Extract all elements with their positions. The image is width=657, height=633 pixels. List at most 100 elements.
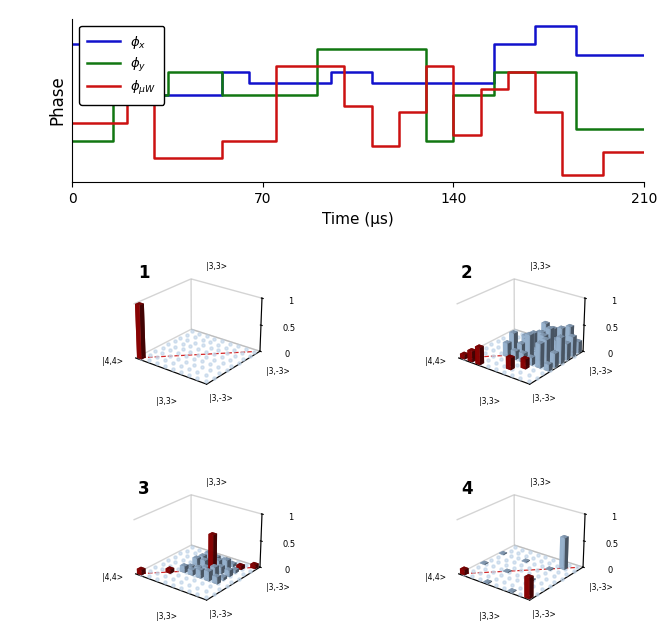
Line: $\phi_x$: $\phi_x$	[72, 27, 644, 95]
Line: $\phi_{\mu W}$: $\phi_{\mu W}$	[72, 66, 644, 175]
$\phi_y$	[68, 137, 76, 144]
$\phi_{\mu W}$	[177, 154, 185, 161]
$\phi_{\mu W}$	[123, 91, 131, 99]
$\phi_y$	[490, 91, 498, 99]
$\phi_y$	[422, 137, 430, 144]
$\phi_y$	[449, 91, 457, 99]
$\phi_{\mu W}$	[599, 148, 607, 156]
$\phi_{\mu W}$	[368, 103, 376, 110]
$\phi_y$	[572, 68, 579, 76]
$\phi_y$	[259, 91, 267, 99]
$\phi_x$	[150, 91, 158, 99]
Text: |3,3>: |3,3>	[156, 397, 177, 406]
$\phi_y$	[164, 68, 171, 76]
Text: 2: 2	[461, 265, 473, 282]
$\phi_{\mu W}$	[218, 154, 226, 161]
$\phi_{\mu W}$	[476, 131, 484, 139]
X-axis label: Time (μs): Time (μs)	[322, 211, 394, 227]
$\phi_{\mu W}$	[177, 154, 185, 161]
Line: $\phi_y$: $\phi_y$	[72, 49, 644, 141]
$\phi_x$	[572, 23, 579, 30]
$\phi_{\mu W}$	[95, 120, 103, 127]
$\phi_y$	[531, 68, 539, 76]
$\phi_x$	[368, 68, 376, 76]
Text: |3,3>: |3,3>	[530, 262, 551, 271]
$\phi_y$	[531, 68, 539, 76]
$\phi_y$	[640, 125, 648, 133]
$\phi_{\mu W}$	[313, 63, 321, 70]
$\phi_x$	[109, 40, 117, 47]
Text: |3,-3>: |3,-3>	[532, 610, 556, 618]
$\phi_x$	[531, 23, 539, 30]
$\phi_{\mu W}$	[395, 108, 403, 116]
$\phi_{\mu W}$	[640, 148, 648, 156]
Legend: $\phi_x$, $\phi_y$, $\phi_{\mu W}$: $\phi_x$, $\phi_y$, $\phi_{\mu W}$	[79, 25, 164, 105]
$\phi_x$	[68, 40, 76, 47]
$\phi_{\mu W}$	[340, 103, 348, 110]
$\phi_{\mu W}$	[95, 120, 103, 127]
$\phi_{\mu W}$	[368, 142, 376, 150]
$\phi_{\mu W}$	[150, 154, 158, 161]
$\phi_{\mu W}$	[245, 137, 253, 144]
$\phi_{\mu W}$	[150, 91, 158, 99]
$\phi_{\mu W}$	[558, 108, 566, 116]
$\phi_y$	[259, 91, 267, 99]
Text: |3,-3>: |3,-3>	[209, 610, 233, 618]
$\phi_{\mu W}$	[504, 85, 512, 93]
$\phi_{\mu W}$	[558, 171, 566, 179]
$\phi_x$	[531, 40, 539, 47]
$\phi_y$	[109, 91, 117, 99]
$\phi_x$	[327, 80, 335, 87]
$\phi_y$	[218, 68, 226, 76]
Text: |4,4>: |4,4>	[102, 573, 123, 582]
Text: |4,4>: |4,4>	[102, 357, 123, 366]
Text: |3,-3>: |3,-3>	[266, 582, 290, 591]
$\phi_y$	[313, 91, 321, 99]
$\phi_y$	[109, 137, 117, 144]
Text: |3,3>: |3,3>	[530, 478, 551, 487]
Text: |3,3>: |3,3>	[156, 613, 177, 622]
$\phi_{\mu W}$	[245, 137, 253, 144]
$\phi_y$	[490, 68, 498, 76]
$\phi_{\mu W}$	[422, 108, 430, 116]
$\phi_x$	[572, 51, 579, 59]
$\phi_{\mu W}$	[531, 68, 539, 76]
Y-axis label: Phase: Phase	[49, 76, 67, 125]
Text: 1: 1	[138, 265, 150, 282]
Text: |3,3>: |3,3>	[479, 397, 500, 406]
Text: |4,4>: |4,4>	[425, 573, 446, 582]
$\phi_y$	[368, 46, 376, 53]
$\phi_{\mu W}$	[313, 63, 321, 70]
Text: |3,-3>: |3,-3>	[532, 394, 556, 403]
$\phi_x$	[286, 80, 294, 87]
$\phi_x$	[368, 80, 376, 87]
$\phi_{\mu W}$	[68, 120, 76, 127]
$\phi_x$	[449, 80, 457, 87]
$\phi_{\mu W}$	[340, 63, 348, 70]
$\phi_x$	[286, 80, 294, 87]
$\phi_x$	[218, 91, 226, 99]
$\phi_x$	[327, 68, 335, 76]
$\phi_{\mu W}$	[422, 63, 430, 70]
Text: 3: 3	[138, 480, 150, 498]
$\phi_x$	[245, 80, 253, 87]
$\phi_x$	[490, 80, 498, 87]
$\phi_{\mu W}$	[123, 120, 131, 127]
$\phi_x$	[218, 68, 226, 76]
$\phi_{\mu W}$	[599, 171, 607, 179]
$\phi_{\mu W}$	[476, 85, 484, 93]
Text: |3,3>: |3,3>	[206, 262, 227, 271]
$\phi_y$	[218, 91, 226, 99]
$\phi_{\mu W}$	[218, 137, 226, 144]
Text: 4: 4	[461, 480, 473, 498]
Text: |3,-3>: |3,-3>	[266, 367, 290, 375]
$\phi_y$	[572, 125, 579, 133]
$\phi_x$	[409, 80, 417, 87]
$\phi_x$	[449, 80, 457, 87]
Text: |3,3>: |3,3>	[206, 478, 227, 487]
$\phi_y$	[164, 91, 171, 99]
Text: |3,-3>: |3,-3>	[209, 394, 233, 403]
Text: |3,3>: |3,3>	[479, 613, 500, 622]
$\phi_{\mu W}$	[273, 137, 281, 144]
$\phi_{\mu W}$	[504, 68, 512, 76]
